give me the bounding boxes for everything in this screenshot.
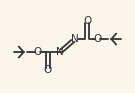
Text: O: O [94, 34, 102, 44]
Text: O: O [33, 47, 41, 57]
Text: N: N [56, 47, 64, 57]
Text: O: O [83, 16, 91, 26]
Text: O: O [44, 65, 52, 75]
Text: N: N [71, 34, 79, 44]
